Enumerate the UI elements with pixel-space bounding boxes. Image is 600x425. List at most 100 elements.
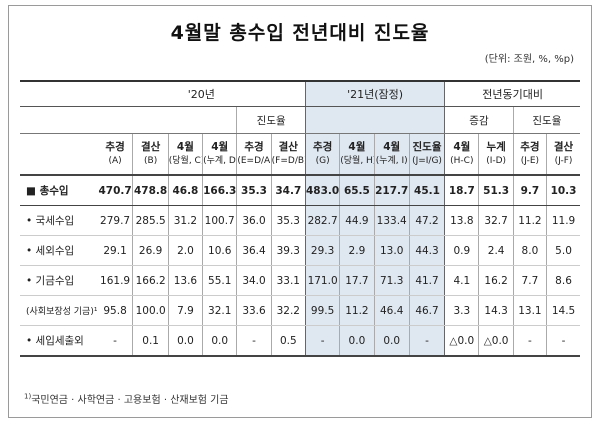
table-cell: 71.3 xyxy=(373,265,410,296)
footnote: 1)국민연금 · 사학연금 · 고용보험 · 산재보험 기금 xyxy=(24,391,229,406)
table-cell: 34.7 xyxy=(270,175,306,206)
table-cell: 46.7 xyxy=(408,295,445,326)
table-cell: 8.0 xyxy=(512,235,547,266)
table-cell: 0.0 xyxy=(373,325,410,357)
table-cell: 36.4 xyxy=(236,235,272,266)
table-cell: - xyxy=(408,325,445,357)
table-cell: 279.7 xyxy=(97,205,133,236)
table-cell: 29.1 xyxy=(97,235,133,266)
table-cell: 32.2 xyxy=(270,295,306,326)
sub-change: 증감 xyxy=(444,106,514,134)
table-cell: 9.7 xyxy=(512,175,547,206)
table-cell: 32.7 xyxy=(478,205,514,236)
table-cell: 7.9 xyxy=(167,295,203,326)
sub-blank-2021 xyxy=(304,106,445,134)
col-header: 4월 (누계, D) xyxy=(202,133,237,176)
page-title: 4월말 총수입 전년대비 진도율 xyxy=(170,22,430,44)
row-label: • 국세수입 xyxy=(20,205,98,236)
row-label: • 세입세출외 xyxy=(20,325,98,357)
table-cell: - xyxy=(512,325,547,357)
table-cell: 16.2 xyxy=(478,265,514,296)
table-cell: 35.3 xyxy=(236,175,272,206)
table-cell: - xyxy=(236,325,272,357)
table-cell: 2.0 xyxy=(167,235,203,266)
sub-progress-diff: 진도율 xyxy=(512,106,580,134)
table-cell: 0.0 xyxy=(167,325,203,357)
table-cell: 166.3 xyxy=(202,175,237,206)
col-header: 4월 (당월, H) xyxy=(339,133,375,176)
col-header: 추경 (J-E) xyxy=(512,133,547,176)
table-cell: - xyxy=(546,325,580,357)
table-cell: △0.0 xyxy=(444,325,479,357)
table-cell: 0.0 xyxy=(202,325,237,357)
table-cell: 46.4 xyxy=(373,295,410,326)
col-header: 결산 (B) xyxy=(132,133,169,176)
table-cell: 14.3 xyxy=(478,295,514,326)
table-cell: 51.3 xyxy=(478,175,514,206)
col-header: 결산 (F=D/B) xyxy=(270,133,306,176)
table-cell: 44.9 xyxy=(339,205,375,236)
col-header: 4월 (누계, I) xyxy=(373,133,410,176)
col-header: 4월 (H-C) xyxy=(444,133,479,176)
row-label: • 세외수입 xyxy=(20,235,98,266)
table-cell: 95.8 xyxy=(97,295,133,326)
table-cell: - xyxy=(304,325,340,357)
table-cell: 10.3 xyxy=(546,175,580,206)
document-frame xyxy=(8,5,592,418)
table-cell: 47.2 xyxy=(408,205,445,236)
table-cell: 2.9 xyxy=(339,235,375,266)
table-cell: 5.0 xyxy=(546,235,580,266)
table-cell: 99.5 xyxy=(304,295,340,326)
row-label: • 기금수입 xyxy=(20,265,98,296)
table-cell: 483.0 xyxy=(304,175,340,206)
table-cell: 55.1 xyxy=(202,265,237,296)
col-header: 결산 (J-F) xyxy=(546,133,580,176)
table-cell: 65.5 xyxy=(339,175,375,206)
section-yoy: 전년동기대비 xyxy=(444,80,580,107)
table-row: • 세외수입 29.1 26.9 2.0 10.6 36.4 39.3 29.3 2.9 13.0… xyxy=(20,235,580,266)
table-cell: 32.1 xyxy=(202,295,237,326)
table-cell: 33.1 xyxy=(270,265,306,296)
table-row: • 기금수입 161.9 166.2 13.6 55.1 34.0 33.1 171.0 17.… xyxy=(20,265,580,296)
table-cell: 7.7 xyxy=(512,265,547,296)
table-cell: 41.7 xyxy=(408,265,445,296)
col-header: 추경 (E=D/A) xyxy=(236,133,272,176)
table-cell: 13.6 xyxy=(167,265,203,296)
table-cell: 13.0 xyxy=(373,235,410,266)
table-cell: 100.7 xyxy=(202,205,237,236)
table-row: ■ 총수입 470.7 478.8 46.8 166.3 35.3 34.7 483.0 65.… xyxy=(20,175,580,206)
row-label: (사회보장성 기금)¹ xyxy=(20,295,98,326)
table-row: • 세입세출외 -0.1 0.0 0.0-0.5-0.0 0.0- △0.0 △0.0- - xyxy=(20,325,580,357)
table-cell: 3.3 xyxy=(444,295,479,326)
table-cell: 17.7 xyxy=(339,265,375,296)
table-cell: 18.7 xyxy=(444,175,479,206)
sub-progress-2020: 진도율 xyxy=(236,106,306,134)
corner-cell xyxy=(20,80,98,107)
table-cell: 34.0 xyxy=(236,265,272,296)
table-cell: 470.7 xyxy=(97,175,133,206)
table-cell: 478.8 xyxy=(132,175,169,206)
table-cell: 2.4 xyxy=(478,235,514,266)
table-cell: 285.5 xyxy=(132,205,169,236)
table-cell: 11.2 xyxy=(512,205,547,236)
unit-note: (단위: 조원, %, %p) xyxy=(484,54,574,65)
table-cell: 29.3 xyxy=(304,235,340,266)
table-cell: 166.2 xyxy=(132,265,169,296)
table-cell: 14.5 xyxy=(546,295,580,326)
table-cell: 133.4 xyxy=(373,205,410,236)
table-cell: 0.0 xyxy=(339,325,375,357)
table-cell: 36.0 xyxy=(236,205,272,236)
col-header: 4월 (당월, C) xyxy=(167,133,203,176)
revenue-table: '20년 '21년(잠정) 전년동기대비 진도율 증감 진도율 추경 (A) 결산… xyxy=(20,80,580,357)
table-cell: 11.9 xyxy=(546,205,580,236)
table-cell: 8.6 xyxy=(546,265,580,296)
table-cell: 35.3 xyxy=(270,205,306,236)
table-cell: 11.2 xyxy=(339,295,375,326)
table-cell: 26.9 xyxy=(132,235,169,266)
table-cell: 39.3 xyxy=(270,235,306,266)
table-cell: 44.3 xyxy=(408,235,445,266)
sub-blank-2020 xyxy=(97,106,237,134)
section-2020: '20년 xyxy=(97,80,306,107)
col-header: 추경 (A) xyxy=(97,133,133,176)
table-cell: 13.1 xyxy=(512,295,547,326)
